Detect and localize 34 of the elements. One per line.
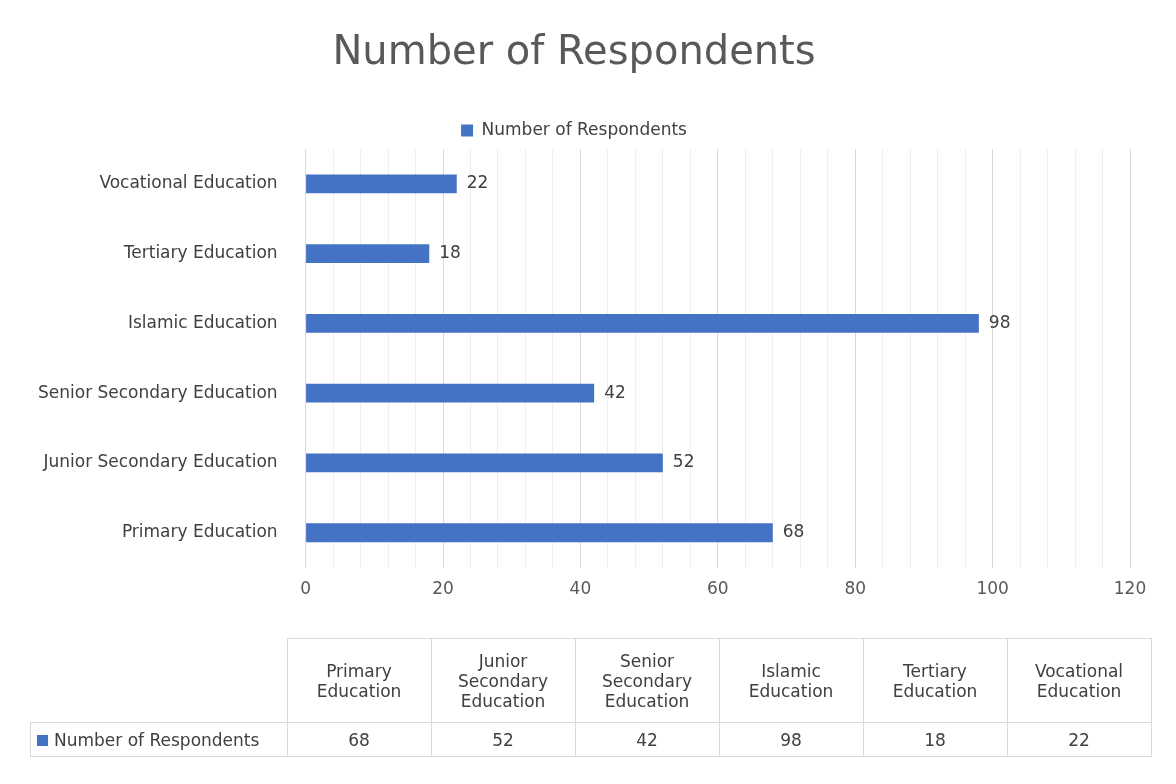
text: 42 (636, 729, 658, 750)
y-tick-label: Primary Education (121, 521, 278, 542)
data-label: 52 (672, 451, 695, 472)
data-label: 68 (782, 521, 805, 542)
y-tick-label: Islamic Education (127, 311, 278, 332)
y-tick-label: Vocational Education (99, 172, 278, 193)
x-tick-label: 80 (844, 578, 867, 599)
text: 52 (492, 729, 514, 750)
text: Number of Respondents (54, 729, 260, 750)
data-label: 18 (439, 242, 461, 263)
y-tick-label: Tertiary Education (122, 242, 278, 263)
y-tick-label: Junior Secondary Education (42, 451, 278, 472)
text: 18 (924, 729, 946, 750)
x-tick-label: 20 (432, 578, 454, 599)
category-label: Primary Education (316, 660, 402, 701)
chart-title: Number of Respondents (332, 27, 816, 74)
category-label: Junior Secondary Education (457, 650, 549, 711)
text: 68 (348, 729, 370, 750)
x-tick-label: 100 (976, 578, 1009, 599)
category-label: Tertiary Education (892, 660, 978, 701)
text: 22 (1068, 729, 1090, 750)
data-label: 22 (466, 172, 489, 193)
category-label: Vocational Education (1034, 660, 1124, 701)
category-label: Islamic Education (748, 660, 834, 701)
category-label: Senior Secondary Education (601, 650, 693, 711)
x-tick-label: 120 (1113, 578, 1147, 599)
y-tick-label: Senior Secondary Education (37, 381, 278, 402)
data-label: 42 (604, 381, 626, 402)
x-tick-label: 40 (569, 578, 592, 599)
x-tick-label: 60 (706, 578, 729, 599)
data-label: 98 (988, 311, 1011, 332)
x-tick-label: 0 (300, 578, 312, 599)
text: 98 (780, 729, 802, 750)
legend-label: Number of Respondents (481, 118, 688, 139)
